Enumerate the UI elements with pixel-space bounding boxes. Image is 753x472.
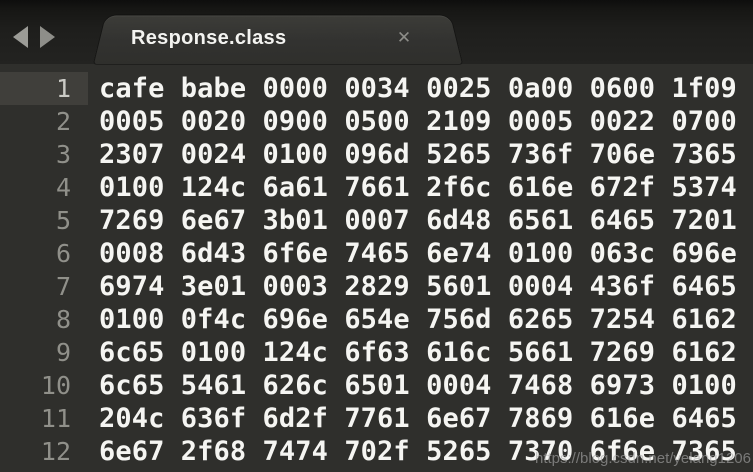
code-line[interactable]: 9 6c65 0100 124c 6f63 616c 5661 7269 616… <box>0 336 753 369</box>
line-number: 2 <box>55 107 71 136</box>
forward-icon[interactable] <box>40 26 55 48</box>
line-number: 6 <box>55 239 71 268</box>
code-line[interactable]: 7 6974 3e01 0003 2829 5601 0004 436f 646… <box>0 270 753 303</box>
hex-text[interactable]: 6c65 0100 124c 6f63 616c 5661 7269 6162 <box>99 337 737 368</box>
hex-text[interactable]: 7269 6e67 3b01 0007 6d48 6561 6465 7201 <box>99 205 737 236</box>
line-number: 9 <box>55 338 71 367</box>
code-line[interactable]: 3 2307 0024 0100 096d 5265 736f 706e 736… <box>0 138 753 171</box>
close-icon[interactable]: ✕ <box>396 28 412 48</box>
hex-text[interactable]: 0100 0f4c 696e 654e 756d 6265 7254 6162 <box>99 304 737 335</box>
hex-text[interactable]: 2307 0024 0100 096d 5265 736f 706e 7365 <box>99 139 737 170</box>
hex-text[interactable]: 6c65 5461 626c 6501 0004 7468 6973 0100 <box>99 370 737 401</box>
code-editor: 1 cafe babe 0000 0034 0025 0a00 0600 1f0… <box>0 64 753 472</box>
tab-title: Response.class <box>131 27 287 49</box>
code-line[interactable]: 2 0005 0020 0900 0500 2109 0005 0022 070… <box>0 105 753 138</box>
line-number: 1 <box>0 72 88 105</box>
code-line[interactable]: 10 6c65 5461 626c 6501 0004 7468 6973 01… <box>0 369 753 402</box>
back-icon[interactable] <box>13 26 28 48</box>
code-line[interactable]: 8 0100 0f4c 696e 654e 756d 6265 7254 616… <box>0 303 753 336</box>
line-number: 8 <box>55 305 71 334</box>
code-line[interactable]: 1 cafe babe 0000 0034 0025 0a00 0600 1f0… <box>0 72 753 105</box>
line-number: 12 <box>40 437 71 466</box>
line-number: 5 <box>55 206 71 235</box>
code-line[interactable]: 11 204c 636f 6d2f 7761 6e67 7869 616e 64… <box>0 402 753 435</box>
code-line[interactable]: 5 7269 6e67 3b01 0007 6d48 6561 6465 720… <box>0 204 753 237</box>
hex-text[interactable]: 6e67 2f68 7474 702f 5265 7370 6f6e 7365 <box>99 436 737 467</box>
tab-response-class[interactable]: Response.class ✕ <box>94 12 462 64</box>
line-number: 11 <box>40 404 71 433</box>
hex-text[interactable]: cafe babe 0000 0034 0025 0a00 0600 1f09 <box>99 73 737 104</box>
tab-bar: Response.class ✕ <box>0 0 753 64</box>
tab-nav-arrows <box>13 26 55 48</box>
line-number: 4 <box>55 173 71 202</box>
hex-text[interactable]: 204c 636f 6d2f 7761 6e67 7869 616e 6465 <box>99 403 737 434</box>
code-line[interactable]: 12 6e67 2f68 7474 702f 5265 7370 6f6e 73… <box>0 435 753 468</box>
code-line[interactable]: 4 0100 124c 6a61 7661 2f6c 616e 672f 537… <box>0 171 753 204</box>
line-number: 7 <box>55 272 71 301</box>
line-number: 10 <box>40 371 71 400</box>
hex-text[interactable]: 6974 3e01 0003 2829 5601 0004 436f 6465 <box>99 271 737 302</box>
code-line[interactable]: 6 0008 6d43 6f6e 7465 6e74 0100 063c 696… <box>0 237 753 270</box>
hex-text[interactable]: 0005 0020 0900 0500 2109 0005 0022 0700 <box>99 106 737 137</box>
hex-text[interactable]: 0100 124c 6a61 7661 2f6c 616e 672f 5374 <box>99 172 737 203</box>
hex-text[interactable]: 0008 6d43 6f6e 7465 6e74 0100 063c 696e <box>99 238 737 269</box>
line-number: 3 <box>55 140 71 169</box>
